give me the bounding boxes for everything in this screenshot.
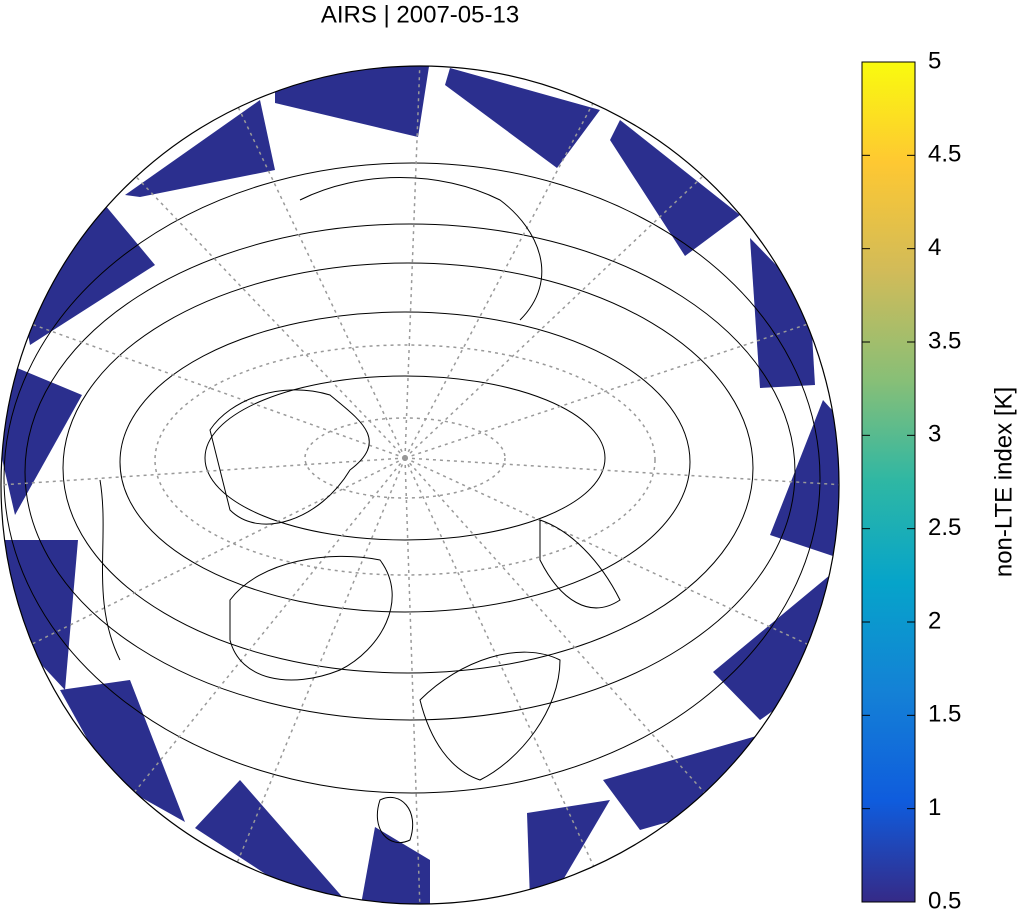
colorbar-tick-label: 5 xyxy=(928,47,941,74)
colorbar-tick-label: 2.5 xyxy=(928,514,961,541)
coastlines xyxy=(99,177,621,844)
graticule xyxy=(1,66,839,904)
colorbar-tick-label: 3 xyxy=(928,421,941,448)
colorbar-tick-label: 3.5 xyxy=(928,327,961,354)
latitude-circles xyxy=(3,162,821,794)
colorbar-label: non-LTE index [K] xyxy=(990,387,1017,577)
colorbar-tick-label: 1 xyxy=(928,794,941,821)
colorbar-tick-label: 2 xyxy=(928,607,941,634)
colorbar xyxy=(861,61,916,903)
map-border xyxy=(0,65,840,905)
colorbar-tick-label: 0.5 xyxy=(928,887,961,913)
colorbar-tick-label: 4 xyxy=(928,234,941,261)
map-title: AIRS | 2007-05-13 xyxy=(321,1,519,28)
colorbar-tick-label: 4.5 xyxy=(928,141,961,168)
swaths xyxy=(1,66,839,904)
colorbar-tick-label: 1.5 xyxy=(928,701,961,728)
